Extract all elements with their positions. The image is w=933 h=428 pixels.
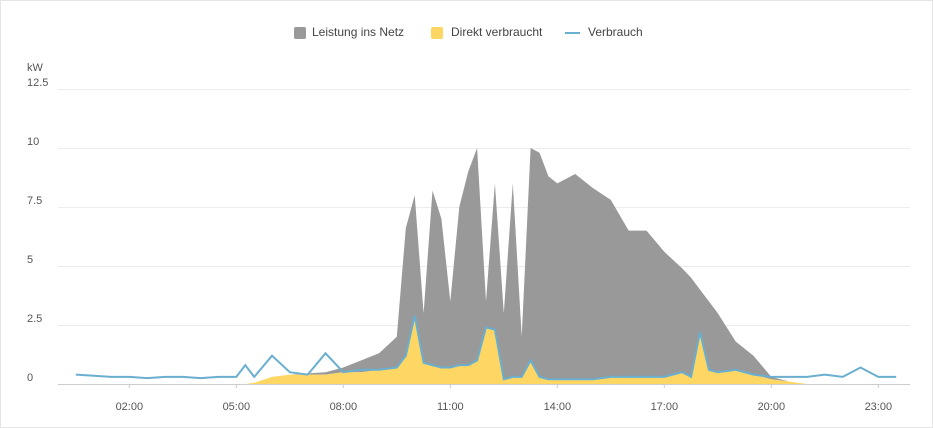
y-axis-unit: kW xyxy=(27,62,44,74)
x-tick-label: 08:00 xyxy=(330,401,358,413)
legend-label: Verbrauch xyxy=(588,25,643,39)
legend-label: Leistung ins Netz xyxy=(312,25,404,39)
legend-label: Direkt verbraucht xyxy=(451,25,543,39)
x-tick-label: 14:00 xyxy=(544,401,572,413)
y-tick-label: 2.5 xyxy=(27,313,42,325)
area xyxy=(75,148,897,384)
x-tick-label: 20:00 xyxy=(758,401,786,413)
y-tick-label: 0 xyxy=(27,372,33,384)
area xyxy=(75,315,897,384)
legend-swatch xyxy=(431,27,443,39)
y-tick-label: 7.5 xyxy=(27,195,42,207)
x-tick-label: 17:00 xyxy=(651,401,679,413)
y-tick-label: 12.5 xyxy=(27,77,48,89)
legend-swatch xyxy=(294,27,306,39)
x-tick-label: 05:00 xyxy=(223,401,251,413)
y-tick-label: 10 xyxy=(27,136,39,148)
x-tick-label: 11:00 xyxy=(437,401,464,413)
x-tick-label: 02:00 xyxy=(116,401,144,413)
x-tick-label: 23:00 xyxy=(865,401,893,413)
y-tick-label: 5 xyxy=(27,254,33,266)
line xyxy=(75,315,897,381)
